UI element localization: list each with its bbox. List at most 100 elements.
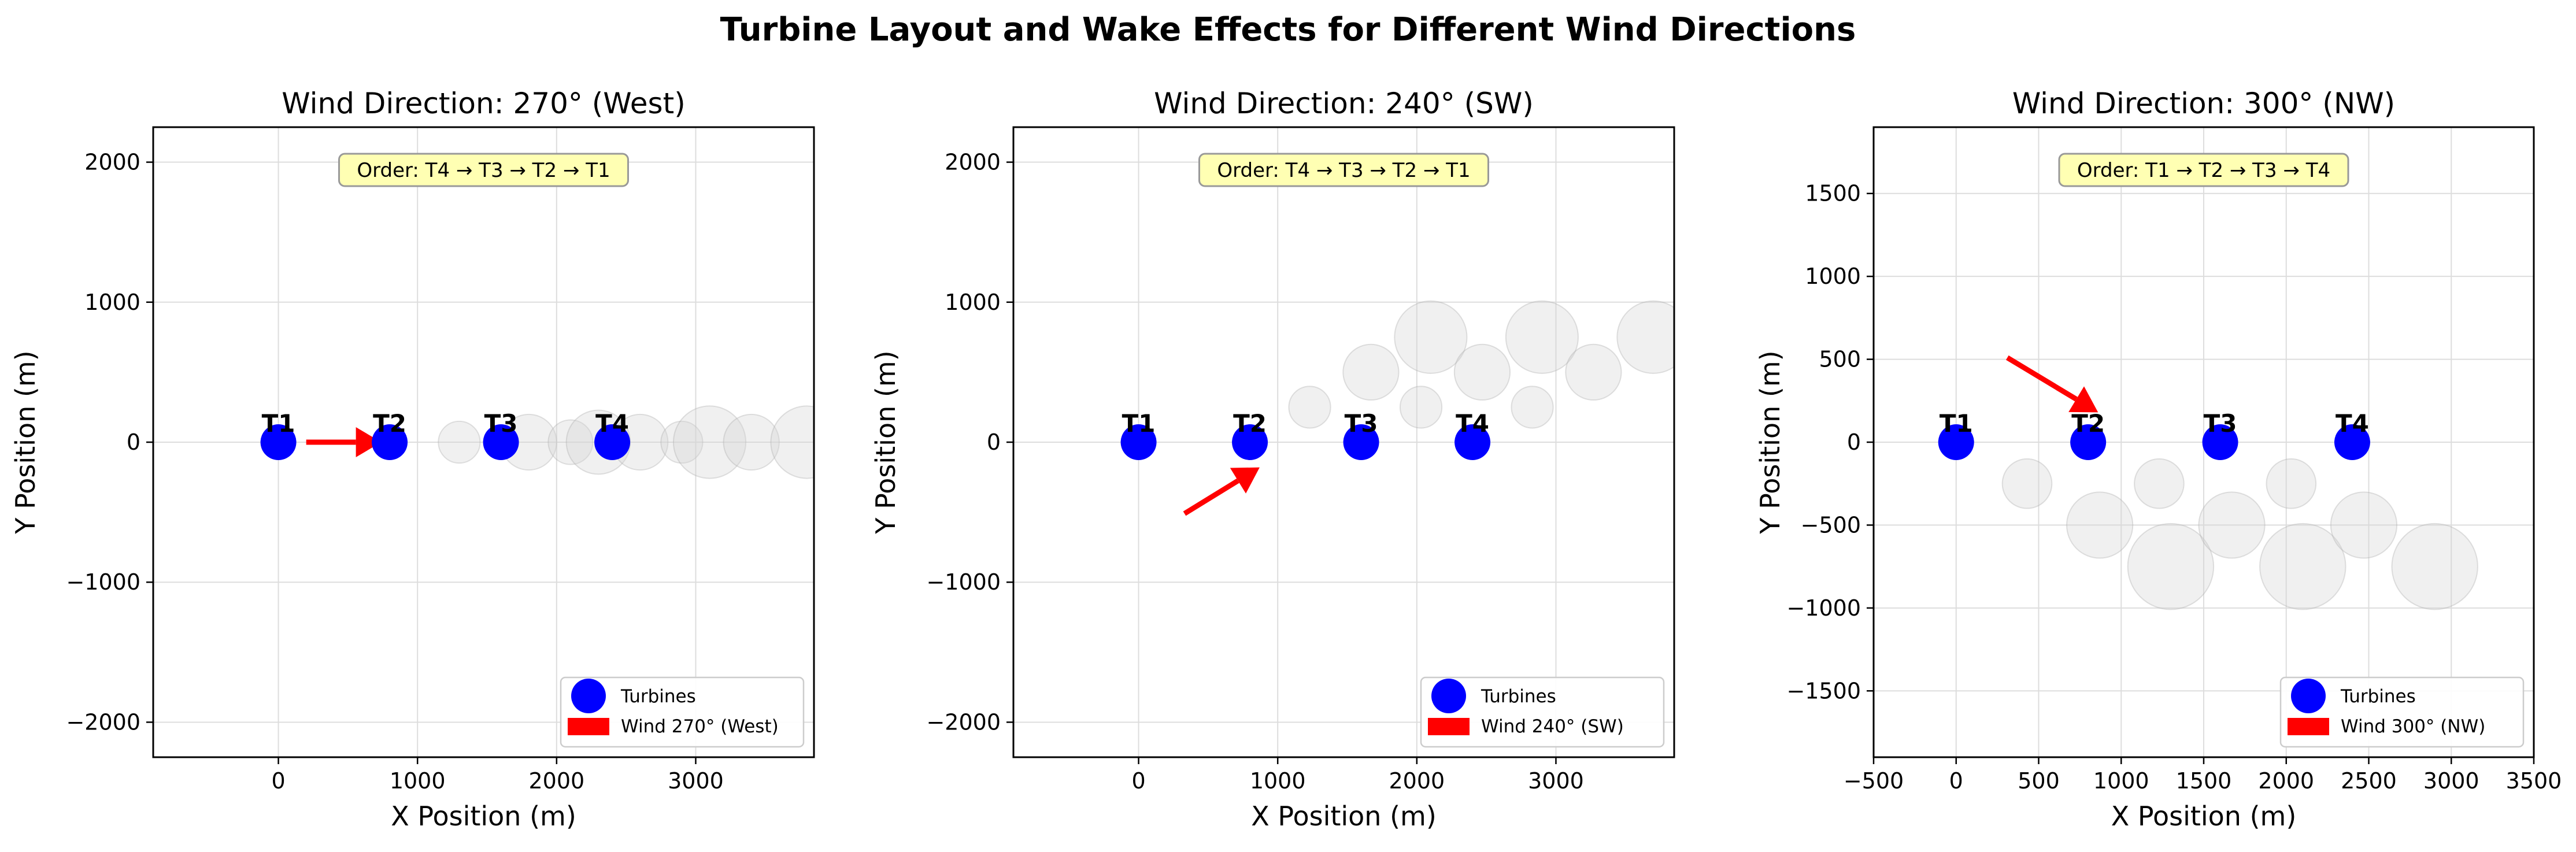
panel-2-y-axis-label: Y Position (m) xyxy=(870,350,901,534)
panel-1-turbine-label-t4: T4 xyxy=(595,409,629,438)
panel-1-x-axis-label: X Position (m) xyxy=(391,801,576,832)
panel-3-x-axis-label: X Position (m) xyxy=(2111,801,2297,832)
panel-3-order-annotation-box xyxy=(2058,153,2349,187)
panel-2-xtick-label: 0 xyxy=(1131,768,1145,794)
panel-1-wind-arrow-head xyxy=(356,427,382,457)
panel-1-xtick-label: 3000 xyxy=(668,768,724,794)
panel-1-data-layer xyxy=(260,405,814,479)
panel-3-wake-circle-1 xyxy=(2001,458,2053,509)
panel-3-ytick-label: −1000 xyxy=(1786,595,1861,621)
panel-3-legend-label-1: Turbines xyxy=(2340,686,2416,707)
panel-2-wake-circle-7 xyxy=(1505,300,1579,374)
panel-3-xtick-label: 3000 xyxy=(2423,768,2479,794)
panel-3-xtick-label: 0 xyxy=(1949,768,1963,794)
panel-3-xtick-label: −500 xyxy=(1844,768,1904,794)
panel-1-turbine-label-t2: T2 xyxy=(373,409,406,438)
panel-3-legend-label-2: Wind 300° (NW) xyxy=(2341,716,2485,737)
panel-1-turbine-marker-t1 xyxy=(260,424,297,460)
panel-3-wake-circle-9 xyxy=(2391,523,2478,610)
panel-3-wake-circle-7 xyxy=(2259,523,2346,610)
panel-2-wind-arrow-head xyxy=(1230,467,1260,494)
panel-1-turbine-marker-t2 xyxy=(372,424,408,460)
panel-3-wake-circle-5 xyxy=(2198,491,2266,559)
panel-2-ytick-label: 0 xyxy=(987,429,1001,455)
panel-3-wind-arrow-head xyxy=(2068,386,2098,413)
panel-2-wake-circle-9 xyxy=(1616,300,1674,374)
panel-2-ytick-label: −1000 xyxy=(926,569,1001,595)
panel-3-xtick-label: 500 xyxy=(2018,768,2060,794)
panel-2-wake-circle-1 xyxy=(1288,386,1331,429)
panel-3-ytick-label: −1500 xyxy=(1786,678,1861,703)
panel-1-legend-wind-swatch xyxy=(568,718,609,735)
panel-2-turbine-label-t1: T1 xyxy=(1122,409,1156,438)
panel-2-turbine-label-t4: T4 xyxy=(1456,409,1489,438)
panel-2-data-layer xyxy=(1120,300,1674,516)
panel-1-turbine-marker-t4 xyxy=(594,424,631,460)
panel-1-order-annotation: Order: T4 → T3 → T2 → T1 xyxy=(338,153,629,187)
panel-3-ytick-label: 0 xyxy=(1847,429,1861,455)
panel-1-xtick-label: 1000 xyxy=(390,768,446,794)
panel-1-order-annotation-text: Order: T4 → T3 → T2 → T1 xyxy=(357,159,610,182)
panel-1-wake-circle-3 xyxy=(547,419,594,465)
panel-1-wake-circle-6 xyxy=(660,420,704,464)
panel-1-legend-label-2: Wind 270° (West) xyxy=(621,716,779,737)
panel-1-ytick-label: 1000 xyxy=(84,290,140,315)
panel-3-turbine-marker-t4 xyxy=(2334,424,2370,460)
panel-2-wind-arrow-shaft xyxy=(1183,478,1239,516)
panel-3-xtick-label: 2000 xyxy=(2258,768,2314,794)
panel-3-xtick-label: 2500 xyxy=(2341,768,2397,794)
panel-3-xtick-label: 3500 xyxy=(2506,768,2562,794)
panel-1-ytick-label: −2000 xyxy=(66,709,140,735)
panel-2-turbine-marker-t2 xyxy=(1232,424,1268,460)
panel-2-order-annotation-box xyxy=(1198,153,1489,187)
panel-3-title: Wind Direction: 300° (NW) xyxy=(2012,87,2395,120)
panel-1-legend-turbine-marker xyxy=(571,679,606,713)
panel-2-order-annotation: Order: T4 → T3 → T2 → T1 xyxy=(1198,153,1489,187)
panel-2-wake-circle-5 xyxy=(1453,343,1511,401)
panel-2-wake-circle-4 xyxy=(1394,300,1468,374)
panel-1-xtick-label: 0 xyxy=(271,768,285,794)
panel-2-wake-circle-6 xyxy=(1511,386,1554,429)
panel-2-turbine-marker-t3 xyxy=(1343,424,1379,460)
panel-3-ytick-label: 500 xyxy=(1819,347,1861,372)
panel-3: T1 T2 T3 T4 −500 0 500 1000 1500 2000 2500 3000 3500… xyxy=(1755,87,2562,832)
panel-2-ytick-label: −2000 xyxy=(926,709,1001,735)
panel-2-legend-label-1: Turbines xyxy=(1481,686,1556,707)
panel-1-ytick-label: 2000 xyxy=(84,150,140,175)
panel-2-xtick-label: 1000 xyxy=(1250,768,1306,794)
panel-2: T1 T2 T3 T4 0 1000 2000 3000 −2000 −1000 0 1000 2000… xyxy=(870,87,1675,832)
panel-1-y-axis-label: Y Position (m) xyxy=(10,350,41,534)
panel-1-ytick-label: −1000 xyxy=(66,569,140,595)
panel-1: T1 T2 T3 T4 0 1000 2000 3000 −2000 −1000 0 1000 2000… xyxy=(10,87,815,832)
panel-1-legend: Turbines Wind 270° (West) xyxy=(560,676,805,748)
panel-2-legend-label-2: Wind 240° (SW) xyxy=(1481,716,1624,737)
panel-3-turbine-label-t2: T2 xyxy=(2071,409,2105,438)
panel-1-title: Wind Direction: 270° (West) xyxy=(282,87,685,120)
panel-3-turbine-marker-t1 xyxy=(1938,424,1974,460)
panel-1-order-annotation-box xyxy=(338,153,629,187)
panel-2-turbine-marker-t4 xyxy=(1454,424,1491,460)
panel-2-turbine-label-t3: T3 xyxy=(1345,409,1378,438)
panel-2-ytick-label: 1000 xyxy=(945,290,1001,315)
panel-3-turbine-label-t4: T4 xyxy=(2336,409,2369,438)
panel-3-legend-frame xyxy=(2279,676,2525,748)
panel-1-wake-circle-8 xyxy=(723,413,780,471)
panel-3-xtick-label: 1000 xyxy=(2093,768,2149,794)
panel-1-wake-circle-7 xyxy=(672,405,747,479)
panel-3-ytick-label: 1500 xyxy=(1805,181,1861,206)
panel-3-wind-arrow-shaft xyxy=(2005,355,2078,402)
panel-1-turbine-label-t3: T3 xyxy=(484,409,518,438)
panel-3-data-layer xyxy=(1938,355,2478,610)
panel-1-xtick-label: 2000 xyxy=(528,768,584,794)
panel-2-legend: Turbines Wind 240° (SW) xyxy=(1420,676,1665,748)
figure-suptitle: Turbine Layout and Wake Effects for Diff… xyxy=(720,11,1856,49)
panel-2-order-annotation-text: Order: T4 → T3 → T2 → T1 xyxy=(1217,159,1470,182)
panel-3-wake-circle-8 xyxy=(2330,491,2398,559)
panel-3-ytick-label: −500 xyxy=(1801,512,1861,538)
panel-2-wake-circle-2 xyxy=(1342,343,1400,401)
panel-2-legend-frame xyxy=(1420,676,1665,748)
panel-1-legend-frame xyxy=(560,676,805,748)
panel-3-xtick-label: 1500 xyxy=(2176,768,2232,794)
panel-2-wake-circle-8 xyxy=(1565,343,1622,401)
panel-3-order-annotation: Order: T1 → T2 → T3 → T4 xyxy=(2058,153,2349,187)
